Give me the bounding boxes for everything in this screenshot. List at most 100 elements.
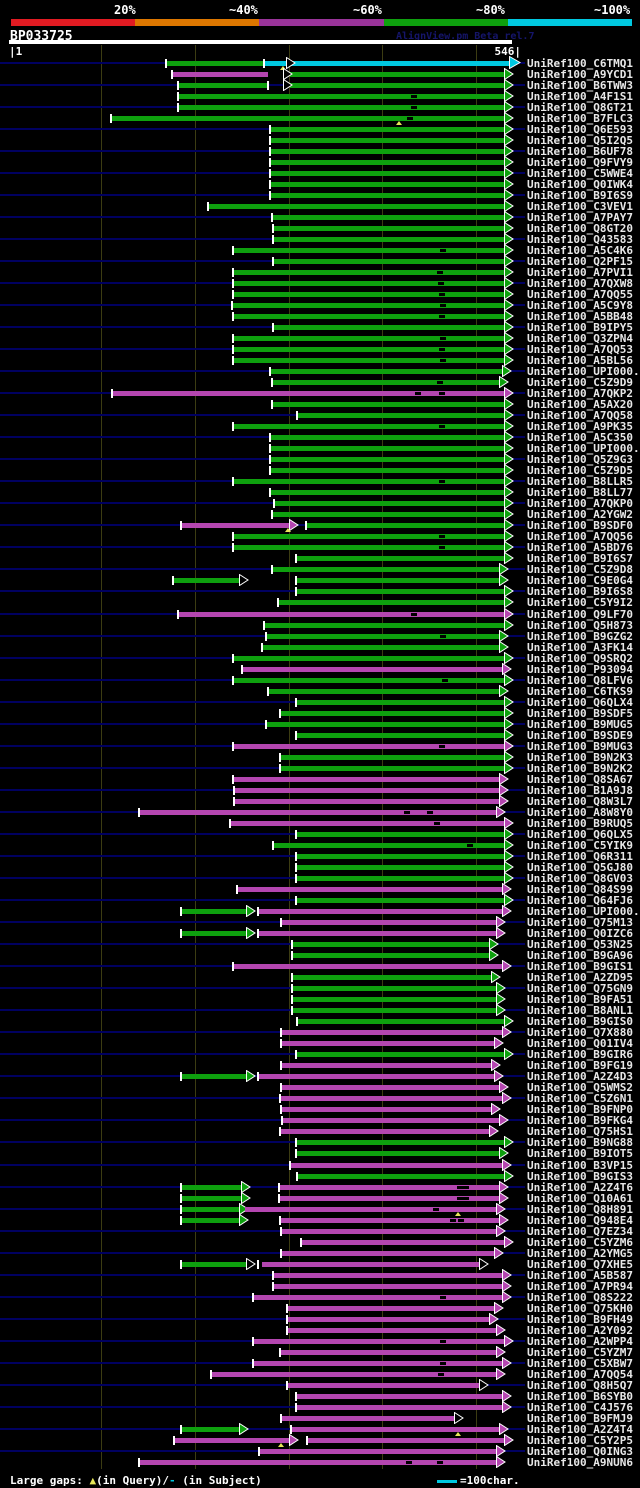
hit-accession-label[interactable]: UniRef100_B8ANL1 xyxy=(527,1004,633,1018)
hit-accession-label[interactable]: UniRef100_Q8H891 xyxy=(527,1202,633,1216)
hit-accession-label[interactable]: UniRef100_B9N2K3 xyxy=(527,750,633,764)
hit-accession-label[interactable]: UniRef100_B9FA51 xyxy=(527,993,633,1007)
hit-accession-label[interactable]: UniRef100_B9FMJ9 xyxy=(527,1411,633,1425)
hit-accession-label[interactable]: UniRef100_B9FNP0 xyxy=(527,1103,633,1117)
hit-accession-label[interactable]: UniRef100_UPI000.. xyxy=(527,442,640,456)
hit-accession-label[interactable]: UniRef100_C3VEV1 xyxy=(527,199,633,213)
hit-accession-label[interactable]: UniRef100_B9FKG4 xyxy=(527,1114,633,1128)
hit-accession-label[interactable]: UniRef100_Q75KH0 xyxy=(527,1301,633,1315)
hit-accession-label[interactable]: UniRef100_B9GA96 xyxy=(527,949,633,963)
hit-accession-label[interactable]: UniRef100_B9FH49 xyxy=(527,1312,633,1326)
hit-accession-label[interactable]: UniRef100_A7QXW8 xyxy=(527,276,633,290)
hit-accession-label[interactable]: UniRef100_Q948E4 xyxy=(527,1213,633,1227)
hit-accession-label[interactable]: UniRef100_Q0ING3 xyxy=(527,1445,633,1459)
hit-accession-label[interactable]: UniRef100_C5YIK9 xyxy=(527,838,633,852)
hit-accession-label[interactable]: UniRef100_B9RUQ5 xyxy=(527,816,633,830)
hit-accession-label[interactable]: UniRef100_C5Z9D8 xyxy=(527,563,633,577)
hit-accession-label[interactable]: UniRef100_C4J576 xyxy=(527,1400,633,1414)
hit-accession-label[interactable]: UniRef100_A7QQ58 xyxy=(527,409,633,423)
hit-accession-label[interactable]: UniRef100_Q7XHE5 xyxy=(527,1257,633,1271)
hit-accession-label[interactable]: UniRef100_B9N2K2 xyxy=(527,761,633,775)
hit-accession-label[interactable]: UniRef100_B9GIS0 xyxy=(527,1015,633,1029)
hit-accession-label[interactable]: UniRef100_A3FK14 xyxy=(527,640,633,654)
hit-accession-label[interactable]: UniRef100_A9YCD1 xyxy=(527,67,633,81)
hit-accession-label[interactable]: UniRef100_UPI000.. xyxy=(527,905,640,919)
hit-accession-label[interactable]: UniRef100_B7FLC3 xyxy=(527,111,633,125)
hit-accession-label[interactable]: UniRef100_A2Z4T4 xyxy=(527,1422,633,1436)
hit-accession-label[interactable]: UniRef100_C5YZM6 xyxy=(527,1235,633,1249)
hit-accession-label[interactable]: UniRef100_A8W8Y0 xyxy=(527,805,633,819)
hit-accession-label[interactable]: UniRef100_C6TMQ1 xyxy=(527,56,633,70)
hit-accession-label[interactable]: UniRef100_Q0IZC6 xyxy=(527,927,633,941)
hit-accession-label[interactable]: UniRef100_A7QQ56 xyxy=(527,530,633,544)
hit-accession-label[interactable]: UniRef100_A7QKP2 xyxy=(527,387,633,401)
hit-accession-label[interactable]: UniRef100_A2YMG5 xyxy=(527,1246,633,1260)
hit-accession-label[interactable]: UniRef100_Q75GN9 xyxy=(527,982,633,996)
hit-accession-label[interactable]: UniRef100_Q5H873 xyxy=(527,618,633,632)
hit-accession-label[interactable]: UniRef100_A2ZD95 xyxy=(527,971,633,985)
hit-accession-label[interactable]: UniRef100_B9I6S7 xyxy=(527,552,633,566)
hit-accession-label[interactable]: UniRef100_Q64FJ6 xyxy=(527,894,633,908)
hit-accession-label[interactable]: UniRef100_A5BL56 xyxy=(527,354,633,368)
hit-accession-label[interactable]: UniRef100_C5Z9D5 xyxy=(527,464,633,478)
hit-accession-label[interactable]: UniRef100_C5Z6N1 xyxy=(527,1092,633,1106)
hit-accession-label[interactable]: UniRef100_Q8GT21 xyxy=(527,100,633,114)
hit-accession-label[interactable]: UniRef100_A7PVI1 xyxy=(527,265,633,279)
hit-accession-label[interactable]: UniRef100_B9MUG5 xyxy=(527,717,633,731)
hit-accession-label[interactable]: UniRef100_B1A9J8 xyxy=(527,783,633,797)
hit-accession-label[interactable]: UniRef100_A5AX20 xyxy=(527,398,633,412)
hit-accession-label[interactable]: UniRef100_A4F1S1 xyxy=(527,89,633,103)
hit-accession-label[interactable]: UniRef100_Q8H5Q7 xyxy=(527,1378,633,1392)
hit-accession-label[interactable]: UniRef100_A7QQ54 xyxy=(527,1367,633,1381)
hit-accession-label[interactable]: UniRef100_A2Z4T6 xyxy=(527,1180,633,1194)
hit-accession-label[interactable]: UniRef100_Q5WMS2 xyxy=(527,1081,633,1095)
hit-accession-label[interactable]: UniRef100_Q6QLX5 xyxy=(527,827,633,841)
hit-accession-label[interactable]: UniRef100_Q9LF70 xyxy=(527,607,633,621)
hit-accession-label[interactable]: UniRef100_C5Y9I2 xyxy=(527,596,633,610)
hit-accession-label[interactable]: UniRef100_B3VP15 xyxy=(527,1158,633,1172)
hit-accession-label[interactable]: UniRef100_Q5GJ80 xyxy=(527,860,633,874)
hit-accession-label[interactable]: UniRef100_A7PR94 xyxy=(527,1279,633,1293)
hit-accession-label[interactable]: UniRef100_Q53N25 xyxy=(527,938,633,952)
hit-accession-label[interactable]: UniRef100_C5XBW7 xyxy=(527,1356,633,1370)
hit-accession-label[interactable]: UniRef100_A9NUN6 xyxy=(527,1456,633,1470)
hit-accession-label[interactable]: UniRef100_Q5Z9G3 xyxy=(527,453,633,467)
hit-accession-label[interactable]: UniRef100_B9NG88 xyxy=(527,1136,633,1150)
hit-accession-label[interactable]: UniRef100_A5BD76 xyxy=(527,541,633,555)
hit-accession-label[interactable]: UniRef100_C5WWE4 xyxy=(527,166,633,180)
hit-accession-label[interactable]: UniRef100_B9IPY5 xyxy=(527,320,633,334)
hit-accession-label[interactable]: UniRef100_A5BB48 xyxy=(527,309,633,323)
hit-accession-label[interactable]: UniRef100_B9I6S8 xyxy=(527,585,633,599)
hit-accession-label[interactable]: UniRef100_Q2PF15 xyxy=(527,254,633,268)
hit-accession-label[interactable]: UniRef100_A7PAY7 xyxy=(527,210,633,224)
hit-accession-label[interactable]: UniRef100_B6UF78 xyxy=(527,144,633,158)
hit-accession-label[interactable]: UniRef100_Q0IWK4 xyxy=(527,177,633,191)
hit-accession-label[interactable]: UniRef100_B9I6S9 xyxy=(527,188,633,202)
hit-accession-label[interactable]: UniRef100_A5C4K6 xyxy=(527,243,633,257)
hit-accession-label[interactable]: UniRef100_Q8GV03 xyxy=(527,871,633,885)
hit-accession-label[interactable]: UniRef100_Q6R311 xyxy=(527,849,633,863)
hit-accession-label[interactable]: UniRef100_B9GIS3 xyxy=(527,1169,633,1183)
hit-accession-label[interactable]: UniRef100_A5C350 xyxy=(527,431,633,445)
hit-accession-label[interactable]: UniRef100_Q84S99 xyxy=(527,883,633,896)
hit-accession-label[interactable]: UniRef100_Q8LFV6 xyxy=(527,673,633,687)
hit-accession-label[interactable]: UniRef100_A9PK35 xyxy=(527,420,633,434)
hit-accession-label[interactable]: UniRef100_B8LL77 xyxy=(527,486,633,500)
hit-accession-label[interactable]: UniRef100_C5Y2P5 xyxy=(527,1434,633,1447)
hit-accession-label[interactable]: UniRef100_A2Z4D3 xyxy=(527,1070,633,1084)
hit-accession-label[interactable]: UniRef100_C9E0G4 xyxy=(527,574,633,588)
hit-accession-label[interactable]: UniRef100_A7QKP0 xyxy=(527,497,633,511)
hit-accession-label[interactable]: UniRef100_Q01IV4 xyxy=(527,1037,633,1051)
hit-accession-label[interactable]: UniRef100_B9FG19 xyxy=(527,1059,633,1073)
hit-accession-label[interactable]: UniRef100_Q9FVY9 xyxy=(527,155,633,169)
hit-accession-label[interactable]: UniRef100_B9SDF0 xyxy=(527,519,633,533)
hit-accession-label[interactable]: UniRef100_A7QQ55 xyxy=(527,287,633,301)
hit-accession-label[interactable]: UniRef100_Q6E593 xyxy=(527,122,633,136)
hit-accession-label[interactable]: UniRef100_A2YGW2 xyxy=(527,508,633,522)
hit-accession-label[interactable]: UniRef100_B9IOT5 xyxy=(527,1147,633,1161)
hit-accession-label[interactable]: UniRef100_A2WPP4 xyxy=(527,1334,633,1348)
hit-accession-label[interactable]: UniRef100_C5Z9D9 xyxy=(527,376,633,390)
hit-accession-label[interactable]: UniRef100_Q6QLX4 xyxy=(527,695,633,709)
hit-accession-label[interactable]: UniRef100_A7QQ53 xyxy=(527,343,633,357)
hit-accession-label[interactable]: UniRef100_A5B587 xyxy=(527,1268,633,1282)
